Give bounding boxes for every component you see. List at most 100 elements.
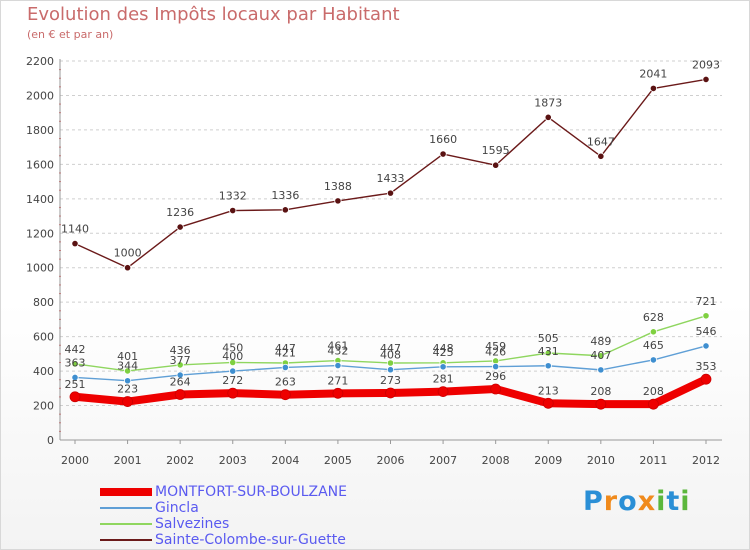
data-label: 344	[117, 360, 138, 373]
x-tick-label: 2001	[114, 454, 142, 467]
data-point	[334, 361, 342, 370]
data-point	[648, 398, 659, 410]
data-label: 459	[485, 340, 506, 353]
data-point	[597, 152, 605, 160]
data-point	[542, 397, 554, 409]
data-label: 263	[275, 376, 296, 389]
data-label: 2093	[692, 58, 720, 71]
legend-swatch	[100, 488, 152, 496]
y-tick-label: 800	[33, 296, 54, 309]
data-label: 408	[380, 349, 401, 362]
data-point	[702, 342, 710, 350]
data-point	[176, 371, 184, 379]
data-point	[544, 113, 552, 121]
x-tick-label: 2011	[639, 454, 667, 467]
data-point	[71, 360, 79, 368]
data-label: 465	[643, 339, 664, 352]
x-tick-label: 2004	[271, 454, 299, 467]
data-point	[334, 197, 342, 205]
data-label: 436	[170, 344, 191, 357]
data-point	[122, 396, 133, 407]
data-label: 1236	[166, 206, 194, 219]
data-label: 2041	[639, 67, 667, 80]
data-point	[123, 367, 132, 375]
y-tick-label: 1600	[26, 158, 54, 171]
data-point	[702, 75, 710, 84]
legend-item: Gincla	[100, 500, 400, 516]
legend-label: MONTFORT-SUR-BOULZANE	[155, 484, 347, 500]
data-point	[281, 206, 289, 214]
chart-title: Evolution des Impôts locaux par Habitant	[27, 4, 400, 25]
data-label: 377	[170, 354, 191, 367]
data-label: 251	[65, 378, 86, 391]
data-label: 208	[590, 385, 611, 398]
y-tick-label: 2000	[26, 89, 54, 102]
data-point	[71, 373, 79, 382]
data-point	[279, 389, 291, 401]
legend-swatch	[100, 539, 152, 541]
data-point	[174, 389, 186, 400]
data-point	[332, 387, 344, 399]
data-point	[702, 312, 710, 320]
legend-label: Gincla	[155, 500, 199, 516]
data-point	[700, 373, 712, 385]
data-point	[492, 363, 500, 371]
data-point	[69, 391, 81, 403]
data-label: 1647	[587, 135, 615, 148]
data-label: 1660	[429, 133, 457, 146]
data-label: 447	[380, 342, 401, 355]
legend-swatch	[100, 507, 152, 509]
data-point	[597, 366, 605, 374]
x-tick-label: 2012	[692, 454, 720, 467]
logo-text: Proxiti	[583, 486, 691, 517]
data-point	[595, 398, 607, 410]
data-point	[281, 363, 289, 372]
y-tick-label: 600	[33, 331, 54, 344]
data-label: 271	[327, 374, 348, 387]
proxiti-logo: Proxiti	[583, 486, 691, 517]
data-point	[386, 366, 395, 374]
data-label: 223	[117, 383, 138, 396]
legend-swatch	[100, 523, 152, 525]
data-label: 1595	[482, 144, 510, 157]
x-tick-label: 2008	[482, 454, 510, 467]
legend-item: Salvezines	[100, 516, 400, 532]
data-point	[490, 383, 502, 395]
data-label: 407	[590, 349, 611, 362]
data-point	[229, 206, 237, 215]
legend-item: MONTFORT-SUR-BOULZANE	[100, 484, 400, 500]
data-point	[71, 240, 79, 248]
chart-subtitle: (en € et par an)	[27, 28, 114, 41]
data-label: 353	[696, 360, 717, 373]
legend-item: Sainte-Colombe-sur-Guette	[100, 532, 400, 548]
data-label: 489	[590, 335, 611, 348]
x-tick-label: 2010	[587, 454, 615, 467]
data-point	[229, 358, 237, 367]
data-point	[176, 223, 184, 231]
data-label: 272	[222, 374, 243, 387]
x-tick-label: 2000	[61, 454, 89, 467]
data-point	[227, 387, 239, 399]
data-label: 448	[433, 342, 454, 355]
data-label: 628	[643, 311, 664, 324]
data-label: 281	[433, 373, 454, 386]
data-point	[649, 84, 658, 92]
data-label: 400	[222, 350, 243, 363]
x-tick-label: 2007	[429, 454, 457, 467]
data-label: 421	[275, 346, 296, 359]
data-label: 721	[696, 295, 717, 308]
data-label: 1140	[61, 223, 89, 236]
x-tick-label: 2006	[377, 454, 405, 467]
data-point	[544, 349, 552, 357]
data-point	[492, 161, 500, 169]
data-point	[385, 387, 396, 399]
x-tick-label: 2005	[324, 454, 352, 467]
data-point	[123, 377, 132, 385]
data-label: 264	[170, 376, 191, 389]
data-label: 1000	[114, 247, 142, 260]
data-point	[649, 328, 658, 336]
data-label: 1336	[271, 189, 299, 202]
y-tick-label: 1000	[26, 262, 54, 275]
